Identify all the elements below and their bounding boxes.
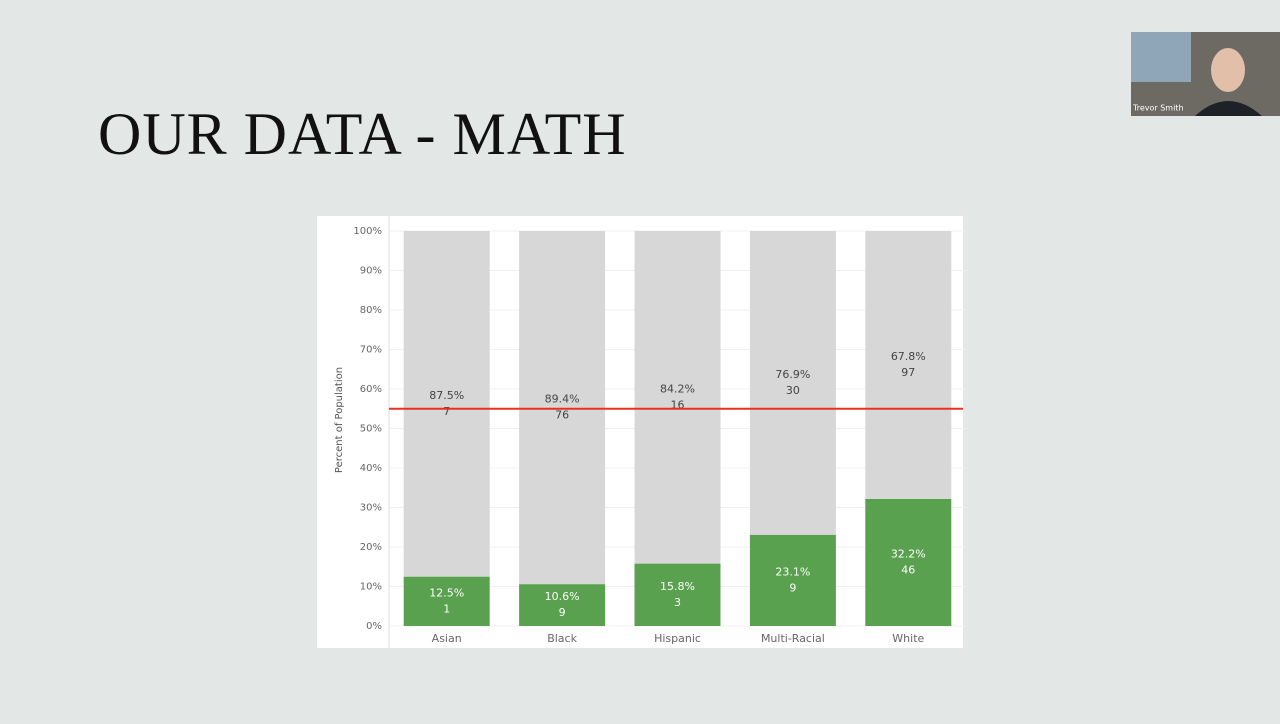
count-label: 30 <box>786 384 800 397</box>
y-tick-label: 100% <box>353 226 382 237</box>
x-tick-label: Multi-Racial <box>761 632 825 645</box>
y-tick-label: 80% <box>360 305 382 316</box>
value-label: 23.1% <box>775 565 810 578</box>
value-label: 84.2% <box>660 382 695 395</box>
count-label: 76 <box>555 409 569 422</box>
video-tile: Trevor Smith <box>1131 32 1280 116</box>
bar-segment <box>749 534 836 626</box>
y-tick-label: 20% <box>360 542 382 553</box>
value-label: 87.5% <box>429 389 464 402</box>
x-tick-label: Asian <box>432 632 462 645</box>
bar-segment <box>865 231 952 499</box>
value-label: 76.9% <box>775 368 810 381</box>
y-tick-label: 0% <box>366 621 382 632</box>
person-shirt <box>1195 101 1262 116</box>
person-face <box>1211 48 1245 92</box>
y-tick-label: 30% <box>360 503 382 514</box>
y-tick-label: 10% <box>360 582 382 593</box>
y-tick-label: 90% <box>360 266 382 277</box>
slide-title: OUR DATA - MATH <box>98 101 627 167</box>
value-label: 89.4% <box>545 393 580 406</box>
value-label: 67.8% <box>891 350 926 363</box>
y-axis-label: Percent of Population <box>334 367 345 473</box>
count-label: 9 <box>789 581 796 594</box>
bar-segment <box>865 498 952 626</box>
x-tick-label: Black <box>547 632 577 645</box>
bar-segment <box>634 563 721 626</box>
bar-segment <box>519 231 606 585</box>
count-label: 7 <box>443 405 450 418</box>
count-label: 1 <box>443 602 450 615</box>
y-tick-label: 40% <box>360 463 382 474</box>
bar-segment <box>634 231 721 564</box>
x-tick-label: Hispanic <box>654 632 701 645</box>
count-label: 46 <box>901 563 915 576</box>
y-tick-label: 70% <box>360 345 382 356</box>
y-tick-label: 60% <box>360 384 382 395</box>
count-label: 97 <box>901 366 915 379</box>
bar-segment <box>749 231 836 535</box>
value-label: 15.8% <box>660 580 695 593</box>
participant-name: Trevor Smith <box>1132 104 1184 113</box>
value-label: 32.2% <box>891 547 926 560</box>
value-label: 12.5% <box>429 586 464 599</box>
x-tick-label: White <box>892 632 924 645</box>
count-label: 3 <box>674 596 681 609</box>
bar-segment <box>519 584 606 626</box>
video-background <box>1131 32 1191 82</box>
bar-segment <box>403 576 490 626</box>
count-label: 9 <box>559 606 566 619</box>
value-label: 10.6% <box>545 590 580 603</box>
bar-segment <box>403 231 490 577</box>
y-tick-label: 50% <box>360 424 382 435</box>
